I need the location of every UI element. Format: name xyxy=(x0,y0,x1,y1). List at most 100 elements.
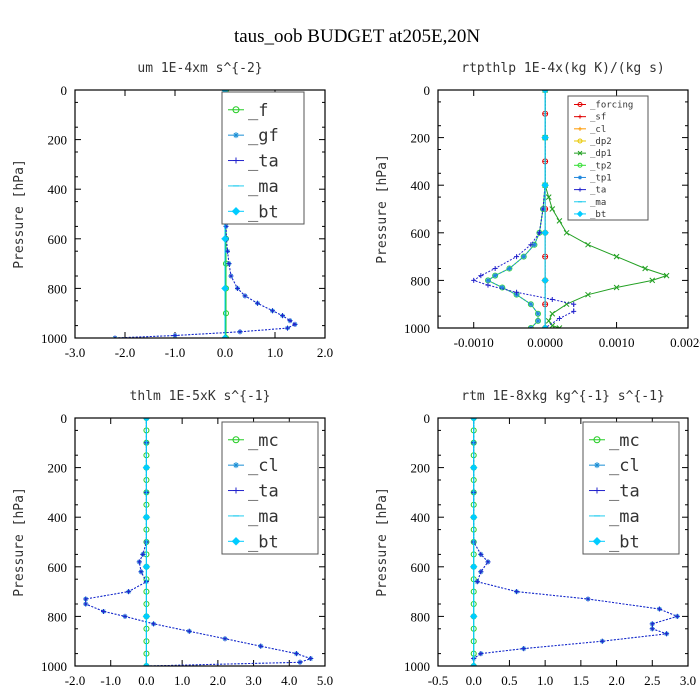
legend-label: _ta xyxy=(248,152,279,172)
data-point xyxy=(297,659,303,665)
y-tick-label: 800 xyxy=(411,609,431,624)
legend-label: _bt xyxy=(590,210,606,220)
legend-marker xyxy=(577,162,583,168)
data-point xyxy=(585,241,591,248)
series-line xyxy=(472,90,575,328)
data-point xyxy=(613,284,620,291)
data-point xyxy=(287,318,293,324)
series-group xyxy=(469,418,680,666)
legend-label: _ta xyxy=(248,482,279,502)
x-tick-label: 4.0 xyxy=(281,673,297,688)
data-point xyxy=(492,266,498,271)
data-point xyxy=(186,628,192,634)
x-tick-label: -0.0010 xyxy=(454,335,494,350)
data-point xyxy=(541,324,549,328)
legend-marker xyxy=(577,102,583,108)
x-tick-label: 2.0 xyxy=(210,673,226,688)
data-point xyxy=(151,621,157,627)
data-point xyxy=(514,589,520,595)
y-tick-label: 200 xyxy=(411,131,431,146)
x-tick-label: 1.0 xyxy=(267,345,283,360)
series-line xyxy=(85,418,313,666)
y-tick-label: 800 xyxy=(411,273,431,288)
legend-marker xyxy=(233,132,239,139)
x-tick-label: 1.0 xyxy=(537,673,553,688)
x-tick-label: 2.5 xyxy=(644,673,660,688)
data-point xyxy=(469,662,478,666)
data-point xyxy=(485,282,491,288)
plot-frame xyxy=(74,89,326,339)
panel-title: thlm 1E-5xK s^{-1} xyxy=(130,389,271,404)
legend-marker xyxy=(577,138,583,144)
y-tick-label: 400 xyxy=(48,182,68,197)
data-point xyxy=(469,463,478,472)
x-tick-label: -0.5 xyxy=(428,673,449,688)
x-tick-label: 3.0 xyxy=(245,673,261,688)
data-point xyxy=(221,284,229,293)
legend-marker xyxy=(231,536,241,546)
data-point xyxy=(536,230,542,236)
data-point xyxy=(138,569,144,575)
y-tick-label: 1000 xyxy=(404,321,430,336)
data-point xyxy=(280,313,285,319)
legend-marker xyxy=(578,114,582,119)
data-point xyxy=(571,308,577,314)
data-point xyxy=(478,273,484,279)
data-point xyxy=(471,277,477,283)
data-point xyxy=(642,265,648,272)
data-point xyxy=(485,277,491,283)
data-point xyxy=(83,596,89,602)
legend-marker xyxy=(578,187,582,192)
data-point xyxy=(222,636,228,642)
legend-label: _dp2 xyxy=(590,137,612,147)
data-point xyxy=(235,285,240,291)
x-tick-label: 1.0 xyxy=(174,673,190,688)
data-point xyxy=(223,223,229,229)
series-group xyxy=(471,90,670,328)
data-point xyxy=(469,612,478,621)
data-point xyxy=(142,662,151,666)
y-axis-label: Pressure [hPa] xyxy=(375,154,390,264)
data-point xyxy=(237,329,243,335)
y-tick-label: 0 xyxy=(424,411,431,426)
y-tick-label: 800 xyxy=(48,609,68,624)
y-tick-label: 1000 xyxy=(404,659,430,674)
legend-marker xyxy=(592,536,602,546)
x-tick-label: -1.0 xyxy=(165,345,186,360)
y-tick-label: 400 xyxy=(411,510,431,525)
x-tick-label: -1.0 xyxy=(100,673,121,688)
data-point xyxy=(585,291,591,298)
data-point xyxy=(571,301,577,307)
data-point xyxy=(122,613,128,619)
x-tick-label: -3.0 xyxy=(65,345,86,360)
series-line xyxy=(114,90,296,338)
legend-box xyxy=(221,421,319,555)
data-point xyxy=(221,334,229,338)
panel-2: rtpthlp 1E-4x(kg K)/(kg s) Pressure [hPa]… xyxy=(375,61,700,350)
data-point xyxy=(258,643,264,649)
x-tick-label: 2.0 xyxy=(608,673,624,688)
x-tick-label: 3.0 xyxy=(680,673,696,688)
data-point xyxy=(599,638,605,644)
data-point xyxy=(228,273,234,279)
panel-title: rtm 1E-8xkg kg^{-1} s^{-1} xyxy=(461,389,665,404)
panel-title: um 1E-4xm s^{-2} xyxy=(137,61,262,76)
plot-frame xyxy=(74,417,326,667)
data-point xyxy=(528,301,534,307)
legend-label: _dp1 xyxy=(590,149,612,159)
data-point xyxy=(492,273,498,279)
panel-title: rtpthlp 1E-4x(kg K)/(kg s) xyxy=(461,61,665,76)
legend-marker xyxy=(577,150,583,156)
x-tick-label: 0.0 xyxy=(217,345,233,360)
data-point xyxy=(485,559,491,565)
x-tick-label: 0.0020 xyxy=(670,335,700,350)
data-point xyxy=(545,318,552,324)
x-tick-label: 1.5 xyxy=(573,673,589,688)
legend-label: _ma xyxy=(248,177,279,197)
data-point xyxy=(101,608,107,614)
data-point xyxy=(136,559,142,565)
data-point xyxy=(142,463,151,472)
data-point xyxy=(674,613,680,619)
legend-label: _forcing xyxy=(590,101,633,111)
y-tick-label: 200 xyxy=(411,461,431,476)
